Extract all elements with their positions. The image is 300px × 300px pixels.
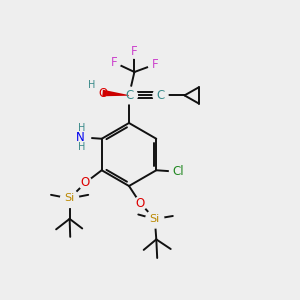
Text: O: O bbox=[136, 197, 145, 210]
Circle shape bbox=[153, 88, 168, 103]
Text: Si: Si bbox=[150, 214, 160, 224]
Text: N: N bbox=[76, 131, 85, 144]
Text: H: H bbox=[78, 123, 85, 133]
Circle shape bbox=[148, 58, 161, 71]
Text: H: H bbox=[88, 80, 95, 90]
Circle shape bbox=[146, 210, 164, 228]
Circle shape bbox=[79, 176, 92, 190]
Text: F: F bbox=[111, 56, 117, 69]
Text: O: O bbox=[81, 176, 90, 189]
Circle shape bbox=[128, 45, 141, 58]
Polygon shape bbox=[102, 90, 129, 96]
Circle shape bbox=[61, 190, 79, 208]
Text: Si: Si bbox=[64, 194, 75, 203]
Circle shape bbox=[107, 56, 121, 69]
Circle shape bbox=[169, 163, 186, 180]
Text: Cl: Cl bbox=[172, 165, 184, 178]
Circle shape bbox=[134, 197, 147, 210]
Circle shape bbox=[96, 86, 109, 100]
Text: C: C bbox=[156, 89, 165, 102]
Text: F: F bbox=[131, 45, 138, 58]
Text: O: O bbox=[98, 86, 107, 100]
Text: F: F bbox=[152, 58, 158, 71]
Circle shape bbox=[70, 127, 91, 148]
Circle shape bbox=[121, 87, 137, 104]
Text: H: H bbox=[78, 142, 85, 152]
Text: C: C bbox=[125, 89, 133, 102]
